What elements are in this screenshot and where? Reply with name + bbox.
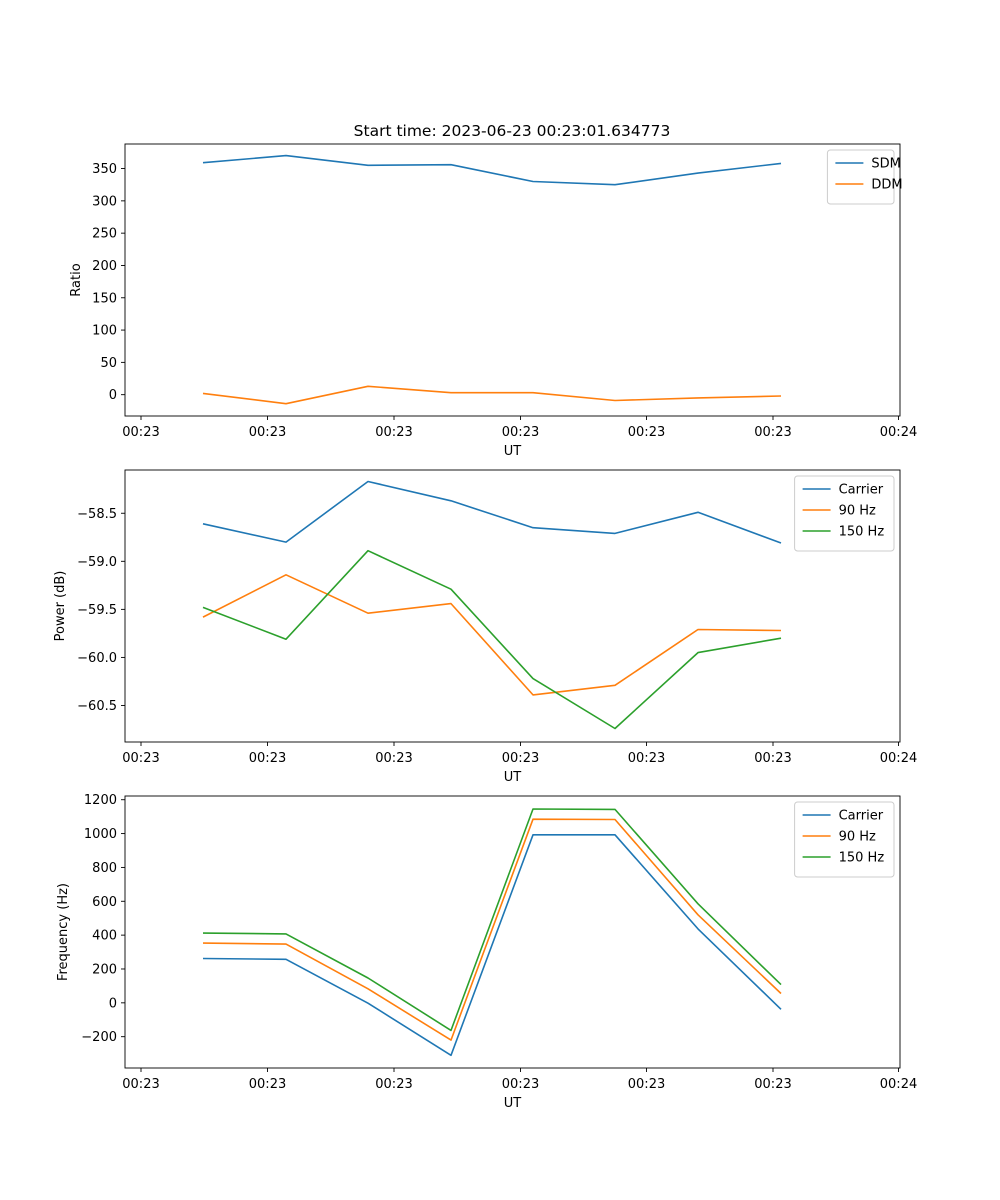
x-axis-label: UT: [504, 444, 522, 459]
y-tick-label: 150: [92, 291, 117, 306]
x-tick-label: 00:23: [754, 751, 791, 766]
axes-frame: [124, 143, 901, 417]
x-axis-label: UT: [504, 770, 522, 785]
y-tick-label: 0: [109, 388, 117, 403]
ratio-panel: 00:23 00:23 00:23 00:23 00:23 00:23 00:24 0 50 10…: [69, 143, 917, 459]
y-tick-label: −59.5: [77, 603, 117, 618]
x-tick-label: 00:23: [628, 425, 665, 440]
legend: Carrier 90 Hz 150 Hz: [794, 475, 895, 552]
x-tick-label: 00:23: [249, 751, 286, 766]
legend-box: [794, 475, 895, 552]
axes-frame: [124, 795, 901, 1069]
legend: Carrier 90 Hz 150 Hz: [794, 801, 895, 878]
x-tick-label: 00:23: [754, 1077, 791, 1092]
x-tick-label: 00:23: [375, 1077, 412, 1092]
x-tick-label: 00:24: [880, 751, 917, 766]
x-tick-label: 00:23: [375, 751, 412, 766]
x-tick-label: 00:23: [122, 1077, 159, 1092]
legend-label-sdm: SDM: [871, 157, 900, 172]
series-line-90-hz: [202, 818, 782, 1041]
series-line-150-hz: [202, 549, 782, 730]
legend: SDM DDM: [826, 149, 903, 205]
y-tick-label: −60.5: [77, 699, 117, 714]
power-panel: 00:23 00:23 00:23 00:23 00:23 00:23 00:24 −60.5…: [53, 469, 917, 785]
x-tick-label: 00:23: [502, 751, 539, 766]
legend-label-150-hz: 150 Hz: [839, 525, 885, 540]
x-tick-label: 00:24: [880, 425, 917, 440]
x-tick-label: 00:23: [249, 1077, 286, 1092]
y-tick-label: −58.5: [77, 507, 117, 522]
x-tick-label: 00:23: [249, 425, 286, 440]
legend-label-90-hz: 90 Hz: [839, 830, 876, 845]
y-tick-label: −59.0: [77, 555, 117, 570]
series-line-sdm: [202, 154, 782, 186]
y-tick-label: 1200: [84, 793, 117, 808]
chart-title: Start time: 2023-06-23 00:23:01.634773: [354, 122, 671, 140]
legend-label-carrier: Carrier: [839, 809, 884, 824]
x-tick-label: 00:23: [628, 1077, 665, 1092]
series-line-90-hz: [202, 573, 782, 696]
x-tick-label: 00:23: [754, 425, 791, 440]
series-line-carrier: [202, 480, 782, 544]
y-tick-label: 300: [92, 194, 117, 209]
x-tick-label: 00:23: [122, 425, 159, 440]
x-tick-label: 00:23: [628, 751, 665, 766]
legend-label-150-hz: 150 Hz: [839, 851, 885, 866]
y-tick-label: 350: [92, 162, 117, 177]
legend-label-carrier: Carrier: [839, 483, 884, 498]
y-tick-label: 800: [92, 861, 117, 876]
frequency-panel: 00:23 00:23 00:23 00:23 00:23 00:23 00:24 −200 0…: [56, 793, 917, 1111]
series-line-150-hz: [202, 808, 782, 1032]
series-line-ddm: [202, 385, 782, 405]
x-tick-label: 00:23: [502, 1077, 539, 1092]
y-tick-label: 0: [109, 996, 117, 1011]
x-tick-label: 00:23: [122, 751, 159, 766]
y-tick-label: −60.0: [77, 651, 117, 666]
y-tick-label: −200: [81, 1030, 117, 1045]
legend-label-90-hz: 90 Hz: [839, 504, 876, 519]
legend-label-ddm: DDM: [871, 178, 902, 193]
y-axis-label: Frequency (Hz): [56, 883, 71, 981]
y-tick-label: 100: [92, 324, 117, 339]
y-axis-label: Ratio: [69, 263, 84, 296]
y-tick-label: 200: [92, 259, 117, 274]
y-tick-label: 200: [92, 962, 117, 977]
series-line-carrier: [202, 833, 782, 1057]
y-tick-label: 250: [92, 227, 117, 242]
y-tick-label: 50: [100, 356, 117, 371]
y-tick-label: 600: [92, 895, 117, 910]
x-tick-label: 00:23: [502, 425, 539, 440]
x-tick-label: 00:23: [375, 425, 412, 440]
y-tick-label: 1000: [84, 827, 117, 842]
y-axis-label: Power (dB): [53, 571, 68, 642]
axes-frame: [124, 469, 901, 743]
x-axis-label: UT: [504, 1096, 522, 1111]
x-tick-label: 00:24: [880, 1077, 917, 1092]
y-tick-label: 400: [92, 929, 117, 944]
legend-box: [794, 801, 895, 878]
